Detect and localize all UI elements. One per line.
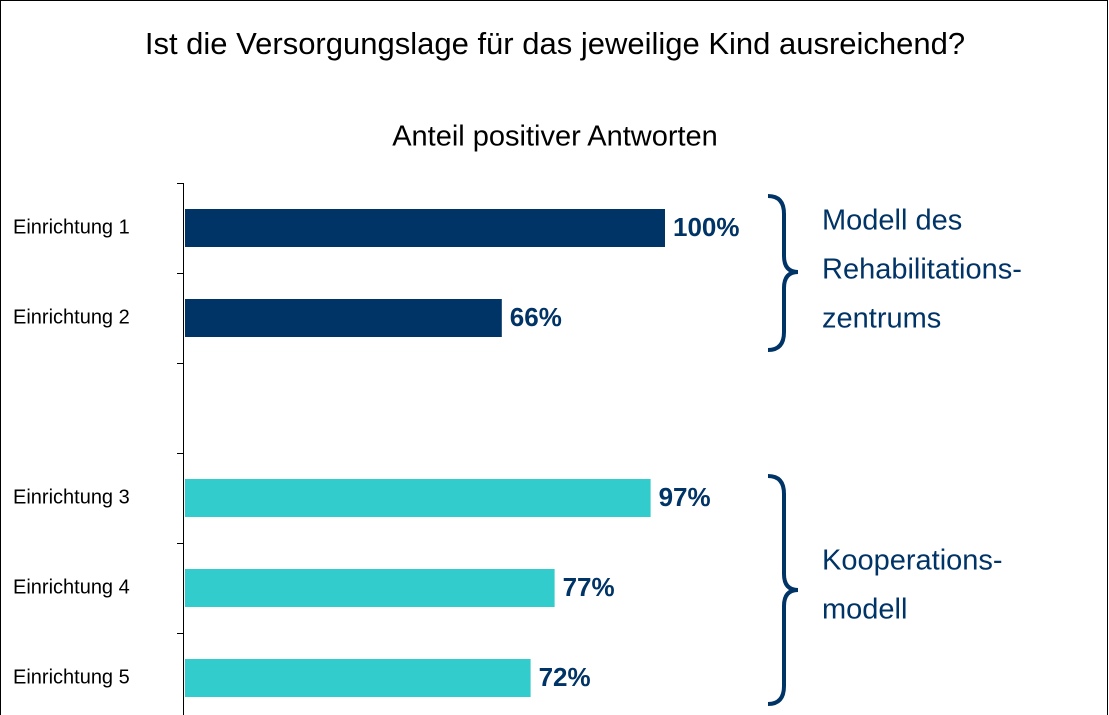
value-label: 77% <box>563 572 615 602</box>
y-tick-label: Einrichtung 3 <box>13 486 130 508</box>
y-tick-label: Einrichtung 1 <box>13 216 130 238</box>
value-label: 97% <box>659 482 711 512</box>
annotation: modell <box>822 594 907 626</box>
y-tick-label: Einrichtung 5 <box>13 666 130 688</box>
bar <box>185 659 531 697</box>
brace <box>767 194 799 352</box>
chart-subtitle: Anteil positiver Antworten <box>392 121 718 153</box>
brace <box>767 474 799 706</box>
value-label: 100% <box>673 212 740 242</box>
annotation: Modell des <box>822 205 962 237</box>
bar <box>185 479 651 517</box>
chart-title: Ist die Versorgungslage für das jeweilig… <box>145 26 965 61</box>
y-tick-label: Einrichtung 4 <box>13 576 130 598</box>
bar <box>185 299 502 337</box>
bar <box>185 209 665 247</box>
value-label: 72% <box>539 662 591 692</box>
annotation: Kooperations- <box>822 545 1003 577</box>
bar <box>185 569 555 607</box>
annotation: zentrums <box>822 303 941 335</box>
y-tick-label: Einrichtung 2 <box>13 306 130 328</box>
value-label: 66% <box>510 302 562 332</box>
annotation: Rehabilitations- <box>822 254 1022 286</box>
